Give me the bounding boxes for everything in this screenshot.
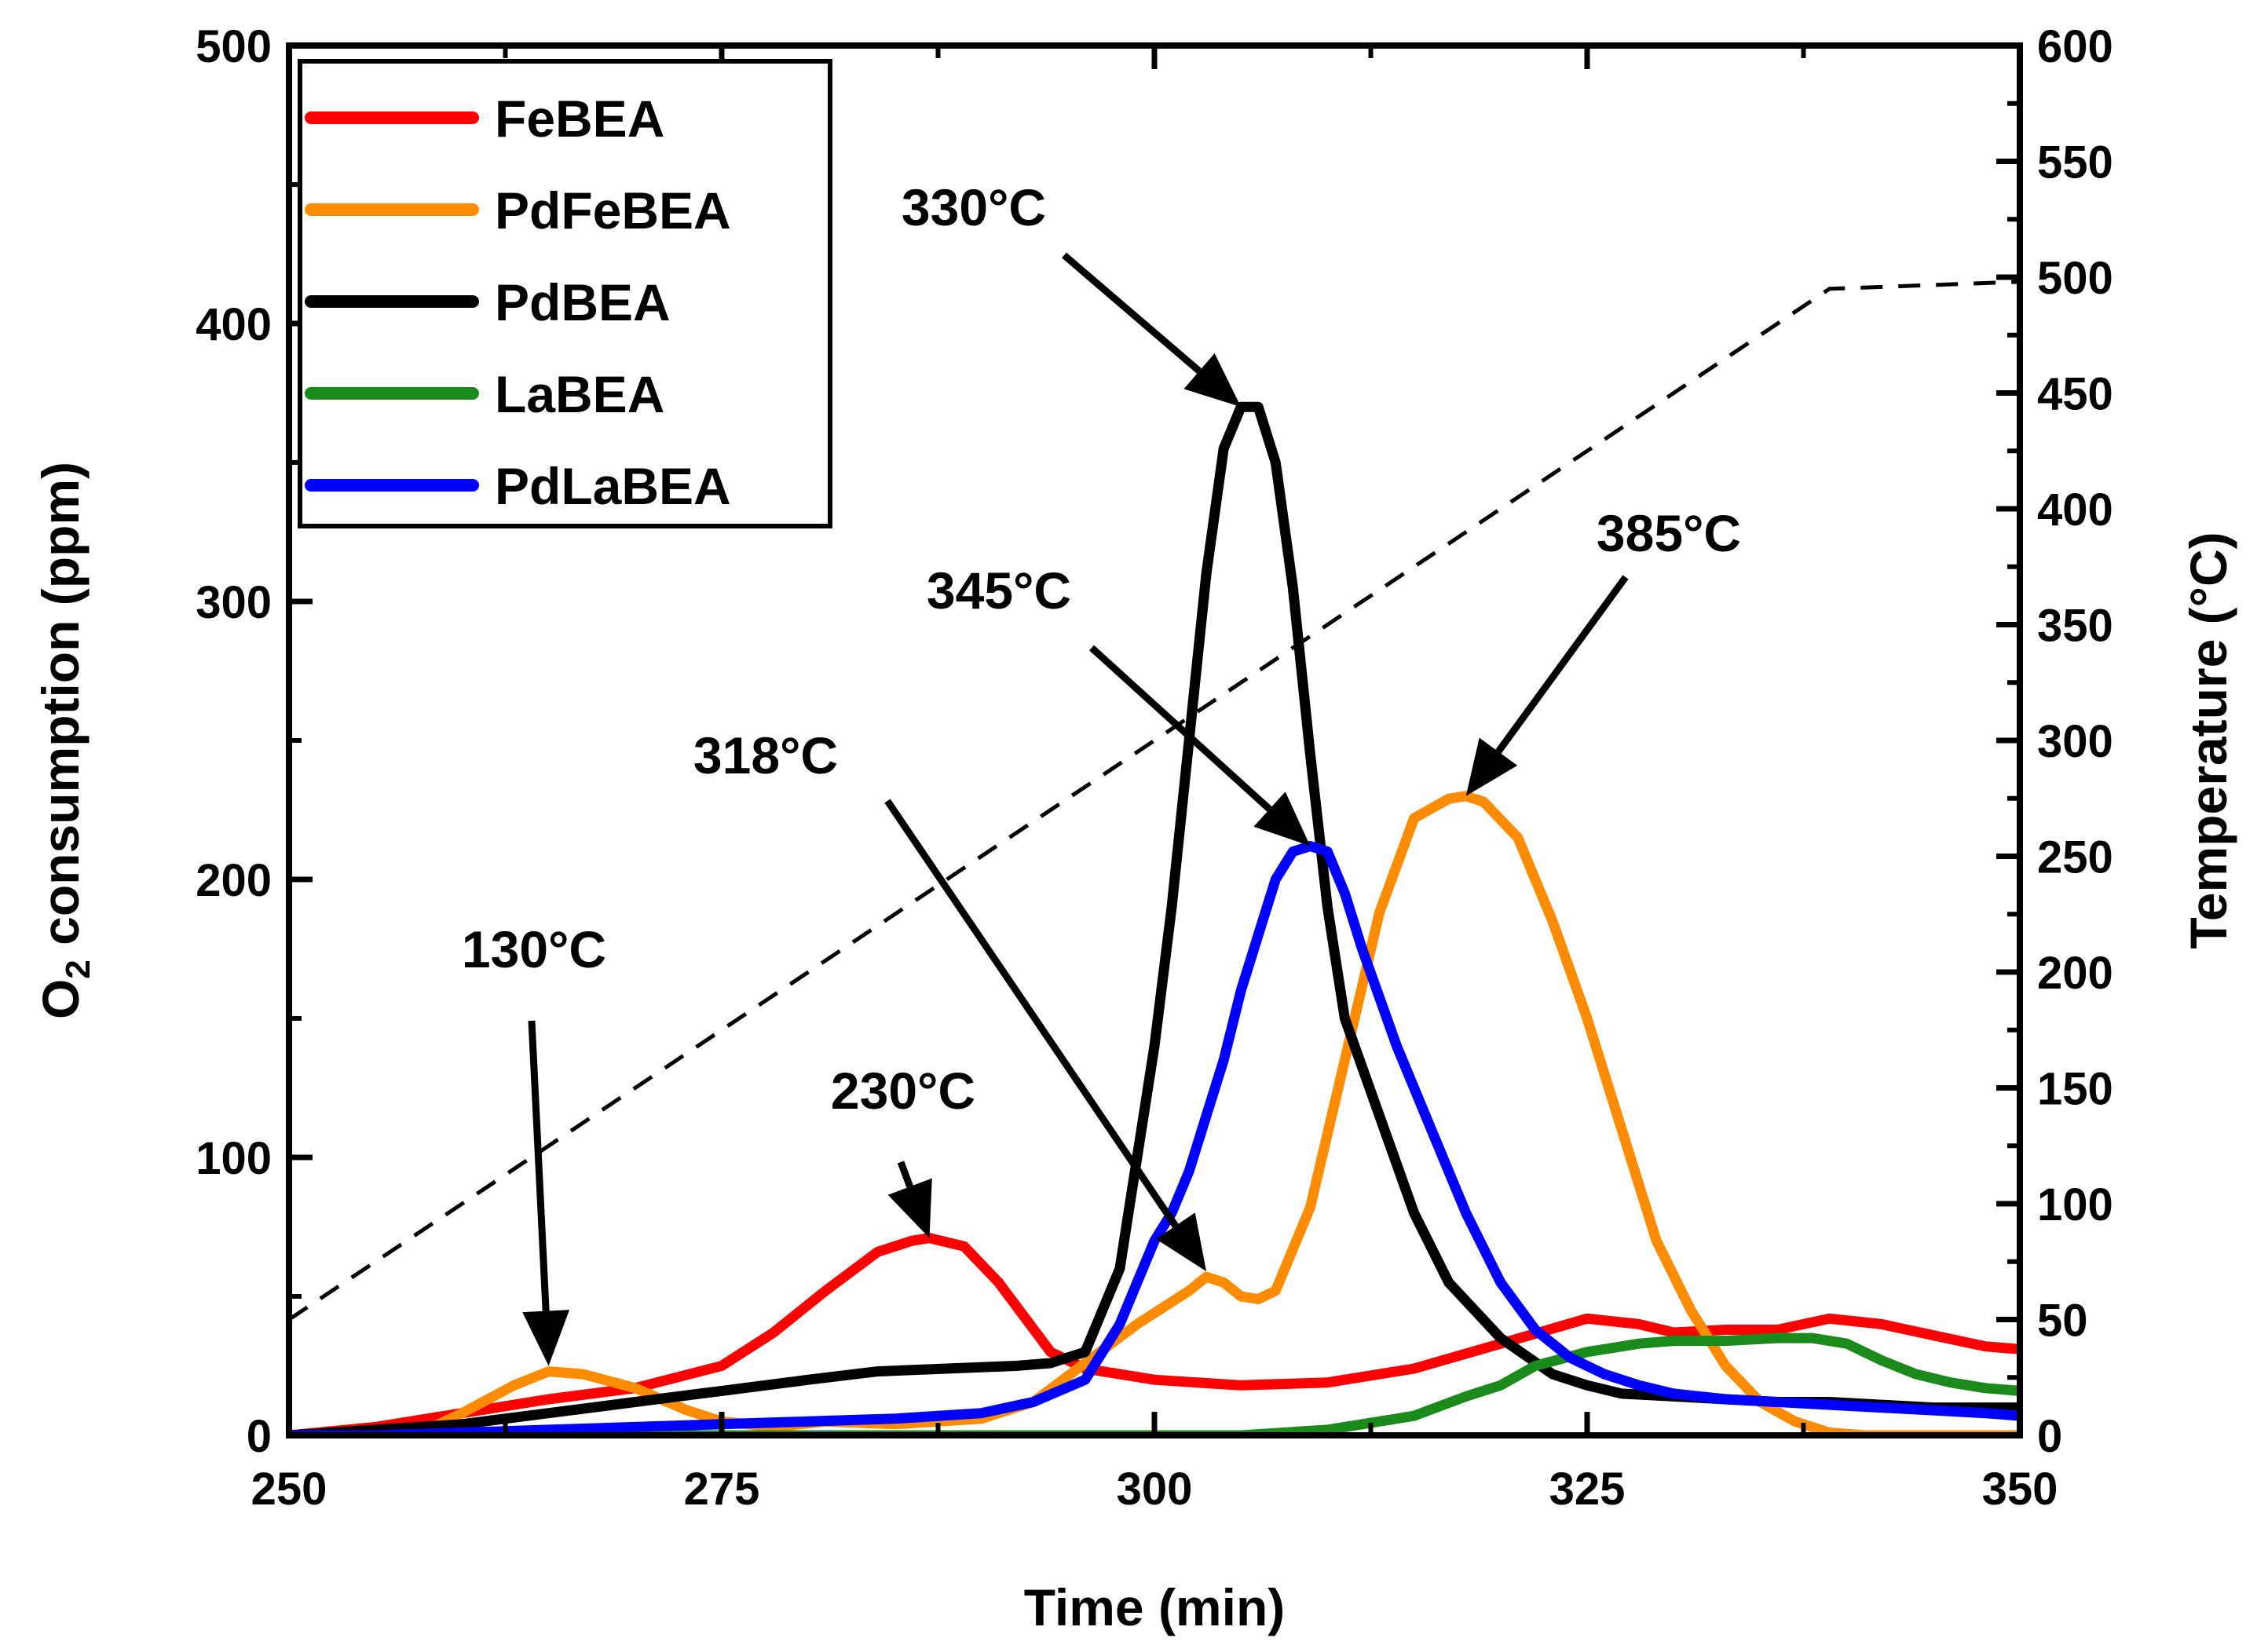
x-axis-title: Time (min) — [1024, 1578, 1285, 1636]
x-tick-label: 250 — [251, 1464, 327, 1515]
axis-ticks: 250 275 300 325 3500100200300400500050100150… — [196, 21, 2113, 1515]
legend-label-labea: LaBEA — [495, 365, 664, 423]
x-tick-label: 350 — [1982, 1464, 2058, 1515]
y2-tick-label: 100 — [2037, 1179, 2113, 1230]
annotation-arrow-head — [1183, 353, 1242, 408]
y2-axis-title: Temperature (°C) — [2179, 532, 2237, 949]
plot-series — [289, 280, 2020, 1435]
annotation-arrow-shaft — [884, 799, 1179, 1228]
y2-tick-label: 500 — [2037, 253, 2113, 304]
y-tick-label: 0 — [247, 1411, 272, 1462]
y-axis-title-suffix: consumption (ppm) — [31, 462, 90, 960]
annotation-arrow-shaft — [1088, 645, 1272, 812]
y-tick-label: 200 — [196, 855, 272, 906]
y2-tick-label: 550 — [2037, 137, 2113, 188]
y-axis-title-prefix: O — [31, 979, 90, 1019]
annotation-arrow-head — [1156, 1212, 1207, 1272]
y2-tick-label: 50 — [2037, 1296, 2088, 1347]
y2-tick-label: 400 — [2037, 484, 2113, 536]
legend-label-pdfebea: PdFeBEA — [495, 181, 731, 239]
annotation-label: 318°C — [693, 726, 838, 784]
legend: FeBEA PdFeBEA PdBEA LaBEA PdLaBEA — [298, 59, 832, 528]
annotation-label: 330°C — [902, 178, 1046, 236]
y-tick-label: 100 — [196, 1133, 272, 1184]
legend-label-pdbea: PdBEA — [495, 273, 671, 331]
x-tick-label: 325 — [1549, 1464, 1626, 1515]
annotation-arrow-head — [522, 1310, 570, 1366]
annotation-arrow-shaft — [1062, 252, 1202, 375]
series-line-labea — [289, 1332, 2020, 1435]
series-line-pdlabea — [289, 841, 2020, 1435]
y-tick-label: 400 — [196, 299, 272, 350]
legend-label-febea: FeBEA — [495, 90, 664, 148]
annotation-label: 130°C — [462, 920, 606, 978]
y2-tick-label: 350 — [2037, 601, 2113, 652]
annotation-label: 345°C — [927, 561, 1071, 620]
y2-tick-label: 450 — [2037, 369, 2113, 420]
y2-tick-label: 150 — [2037, 1064, 2113, 1115]
y-tick-label: 500 — [196, 21, 272, 72]
y2-tick-label: 250 — [2037, 832, 2113, 883]
annotation-arrow-head — [1253, 791, 1311, 846]
annotation-label: 230°C — [831, 1062, 975, 1120]
annotation-arrow-head — [1465, 737, 1518, 796]
y2-tick-label: 200 — [2037, 948, 2113, 999]
annotation-arrow-head — [887, 1178, 932, 1238]
annotation-label: 385°C — [1597, 504, 1741, 562]
series-line-temperature — [289, 280, 2020, 1321]
annotation-arrow-shaft — [897, 1161, 913, 1188]
series-line-pdfebea — [289, 791, 2020, 1435]
legend-label-pdlabea: PdLaBEA — [495, 457, 731, 515]
legend-box — [298, 59, 832, 528]
annotation-arrow-shaft — [1495, 575, 1629, 754]
annotation-arrow-shaft — [528, 1020, 550, 1311]
y2-tick-label: 600 — [2037, 21, 2113, 72]
y-axis-title: O2 consumption (ppm) — [31, 462, 97, 1019]
x-tick-label: 275 — [684, 1464, 760, 1515]
series-line-pdbea — [289, 401, 2020, 1435]
y2-tick-label: 300 — [2037, 716, 2113, 767]
y-axis-title-subscript: 2 — [59, 960, 97, 978]
series-line-febea — [289, 1233, 2020, 1435]
annotations: 130°C 230°C 318°C 330°C 345°C 385°C — [462, 178, 1741, 1366]
x-tick-label: 300 — [1117, 1464, 1193, 1515]
y2-tick-label: 0 — [2037, 1411, 2062, 1462]
y-tick-label: 300 — [196, 577, 272, 628]
